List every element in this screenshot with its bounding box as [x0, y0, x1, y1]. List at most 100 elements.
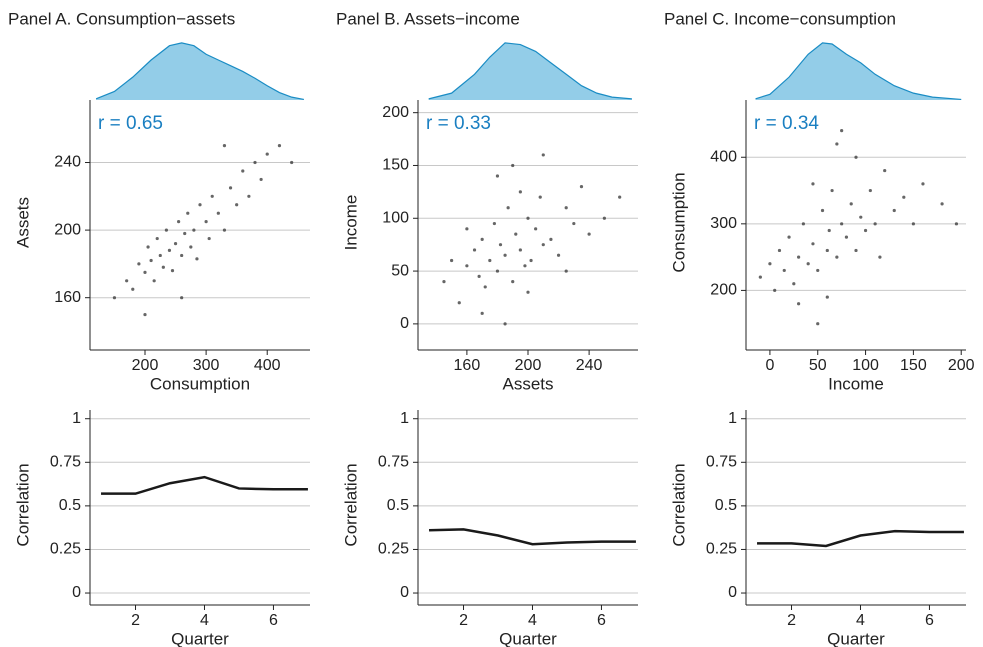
scatter-point: [207, 236, 211, 241]
scatter-point: [180, 253, 184, 258]
scatter-point: [859, 215, 863, 219]
scatter-point: [854, 248, 858, 253]
scatter-point: [758, 275, 762, 279]
y-axis-label: Assets: [13, 197, 32, 248]
scatter-point: [170, 269, 175, 273]
scatter-point: [863, 228, 868, 233]
scatter-point: [883, 168, 887, 173]
scatter-point: [183, 231, 187, 236]
scatter-point: [526, 216, 530, 220]
y-axis-label: Correlation: [669, 463, 688, 546]
y-tick-label: 160: [54, 289, 81, 306]
scatter-point: [503, 253, 507, 257]
scatter-point: [538, 195, 542, 199]
scatter-point: [816, 322, 820, 326]
y-tick-label: 0.25: [378, 541, 409, 558]
scatter-point: [840, 222, 844, 226]
scatter-point: [277, 144, 282, 148]
scatter-point: [161, 265, 165, 269]
scatter-point: [158, 253, 162, 258]
scatter-point: [541, 243, 545, 247]
scatter-point: [840, 129, 844, 133]
correlation-line: [101, 475, 308, 495]
scatter-point: [465, 264, 469, 268]
y-tick-label: 0.5: [387, 497, 409, 514]
y-tick-label: 240: [54, 154, 81, 171]
scatter-point: [472, 248, 477, 252]
y-tick-label: 0.25: [706, 541, 737, 558]
y-axis-label: Correlation: [13, 463, 32, 546]
scatter-point: [498, 243, 503, 247]
scatter-point: [495, 269, 500, 273]
scatter-point: [787, 235, 791, 239]
y-tick-label: 150: [382, 157, 409, 174]
scatter-point: [167, 248, 172, 252]
x-axis-label: Income: [828, 374, 884, 393]
scatter-point: [442, 280, 446, 284]
scatter-point: [541, 153, 545, 157]
scatter-point: [773, 288, 777, 293]
y-tick-label: 0: [400, 584, 409, 601]
scatter-point: [602, 216, 606, 220]
scatter-point: [529, 258, 533, 263]
scatter-point: [137, 262, 141, 266]
scatter-point: [940, 202, 944, 206]
scatter-point: [241, 169, 245, 173]
scatter-point: [511, 163, 515, 168]
y-tick-label: 0.5: [715, 497, 737, 514]
y-tick-label: 0.75: [50, 454, 81, 471]
scatter-point: [210, 194, 214, 198]
scatter-point: [868, 188, 872, 193]
x-tick-label: 4: [528, 612, 537, 629]
scatter-point: [492, 221, 496, 226]
scatter-point: [180, 296, 184, 300]
scatter-point: [259, 177, 263, 182]
scatter-point: [564, 206, 568, 210]
scatter-point: [523, 264, 527, 268]
y-tick-label: 300: [710, 215, 737, 232]
scatter-point: [235, 203, 239, 207]
x-tick-label: 400: [254, 357, 281, 374]
panel-title: Panel A. Consumption−assets: [8, 9, 235, 28]
x-tick-label: 240: [576, 357, 603, 374]
scatter-point: [849, 202, 853, 206]
scatter-point: [797, 255, 801, 259]
scatter-point: [518, 190, 522, 194]
correlation-annotation: r = 0.33: [426, 113, 491, 134]
scatter-point: [854, 155, 858, 159]
scatter-point: [488, 258, 492, 263]
scatter-point: [495, 174, 500, 178]
scatter-point: [198, 203, 202, 207]
scatter-point: [143, 270, 147, 274]
scatter-point: [465, 227, 469, 231]
x-tick-label: 2: [459, 612, 468, 629]
scatter-point: [534, 227, 538, 231]
x-axis-label: Consumption: [150, 374, 250, 393]
x-tick-label: 160: [454, 357, 481, 374]
y-tick-label: 1: [72, 410, 81, 427]
x-tick-label: 4: [200, 612, 209, 629]
y-tick-label: 0: [728, 584, 737, 601]
scatter-point: [514, 232, 518, 236]
scatter-point: [480, 311, 484, 315]
scatter-point: [579, 184, 584, 189]
scatter-point: [477, 274, 481, 278]
y-tick-label: 1: [728, 410, 737, 427]
scatter-point: [835, 255, 839, 259]
scatter-point: [921, 182, 925, 186]
scatter-point: [155, 236, 159, 241]
scatter-point: [825, 248, 829, 253]
x-tick-label: 300: [193, 357, 220, 374]
panel-title: Panel B. Assets−income: [336, 9, 520, 28]
x-tick-label: 4: [856, 612, 865, 629]
scatter-point: [125, 279, 129, 283]
scatter-point: [483, 285, 487, 289]
x-tick-label: 2: [787, 612, 796, 629]
density-area: [428, 42, 632, 100]
x-axis-label: Assets: [502, 374, 553, 393]
scatter-point: [873, 222, 877, 226]
density-line: [428, 42, 632, 100]
density-area: [96, 42, 304, 100]
scatter-point: [587, 232, 591, 236]
x-tick-label: 50: [809, 357, 827, 374]
